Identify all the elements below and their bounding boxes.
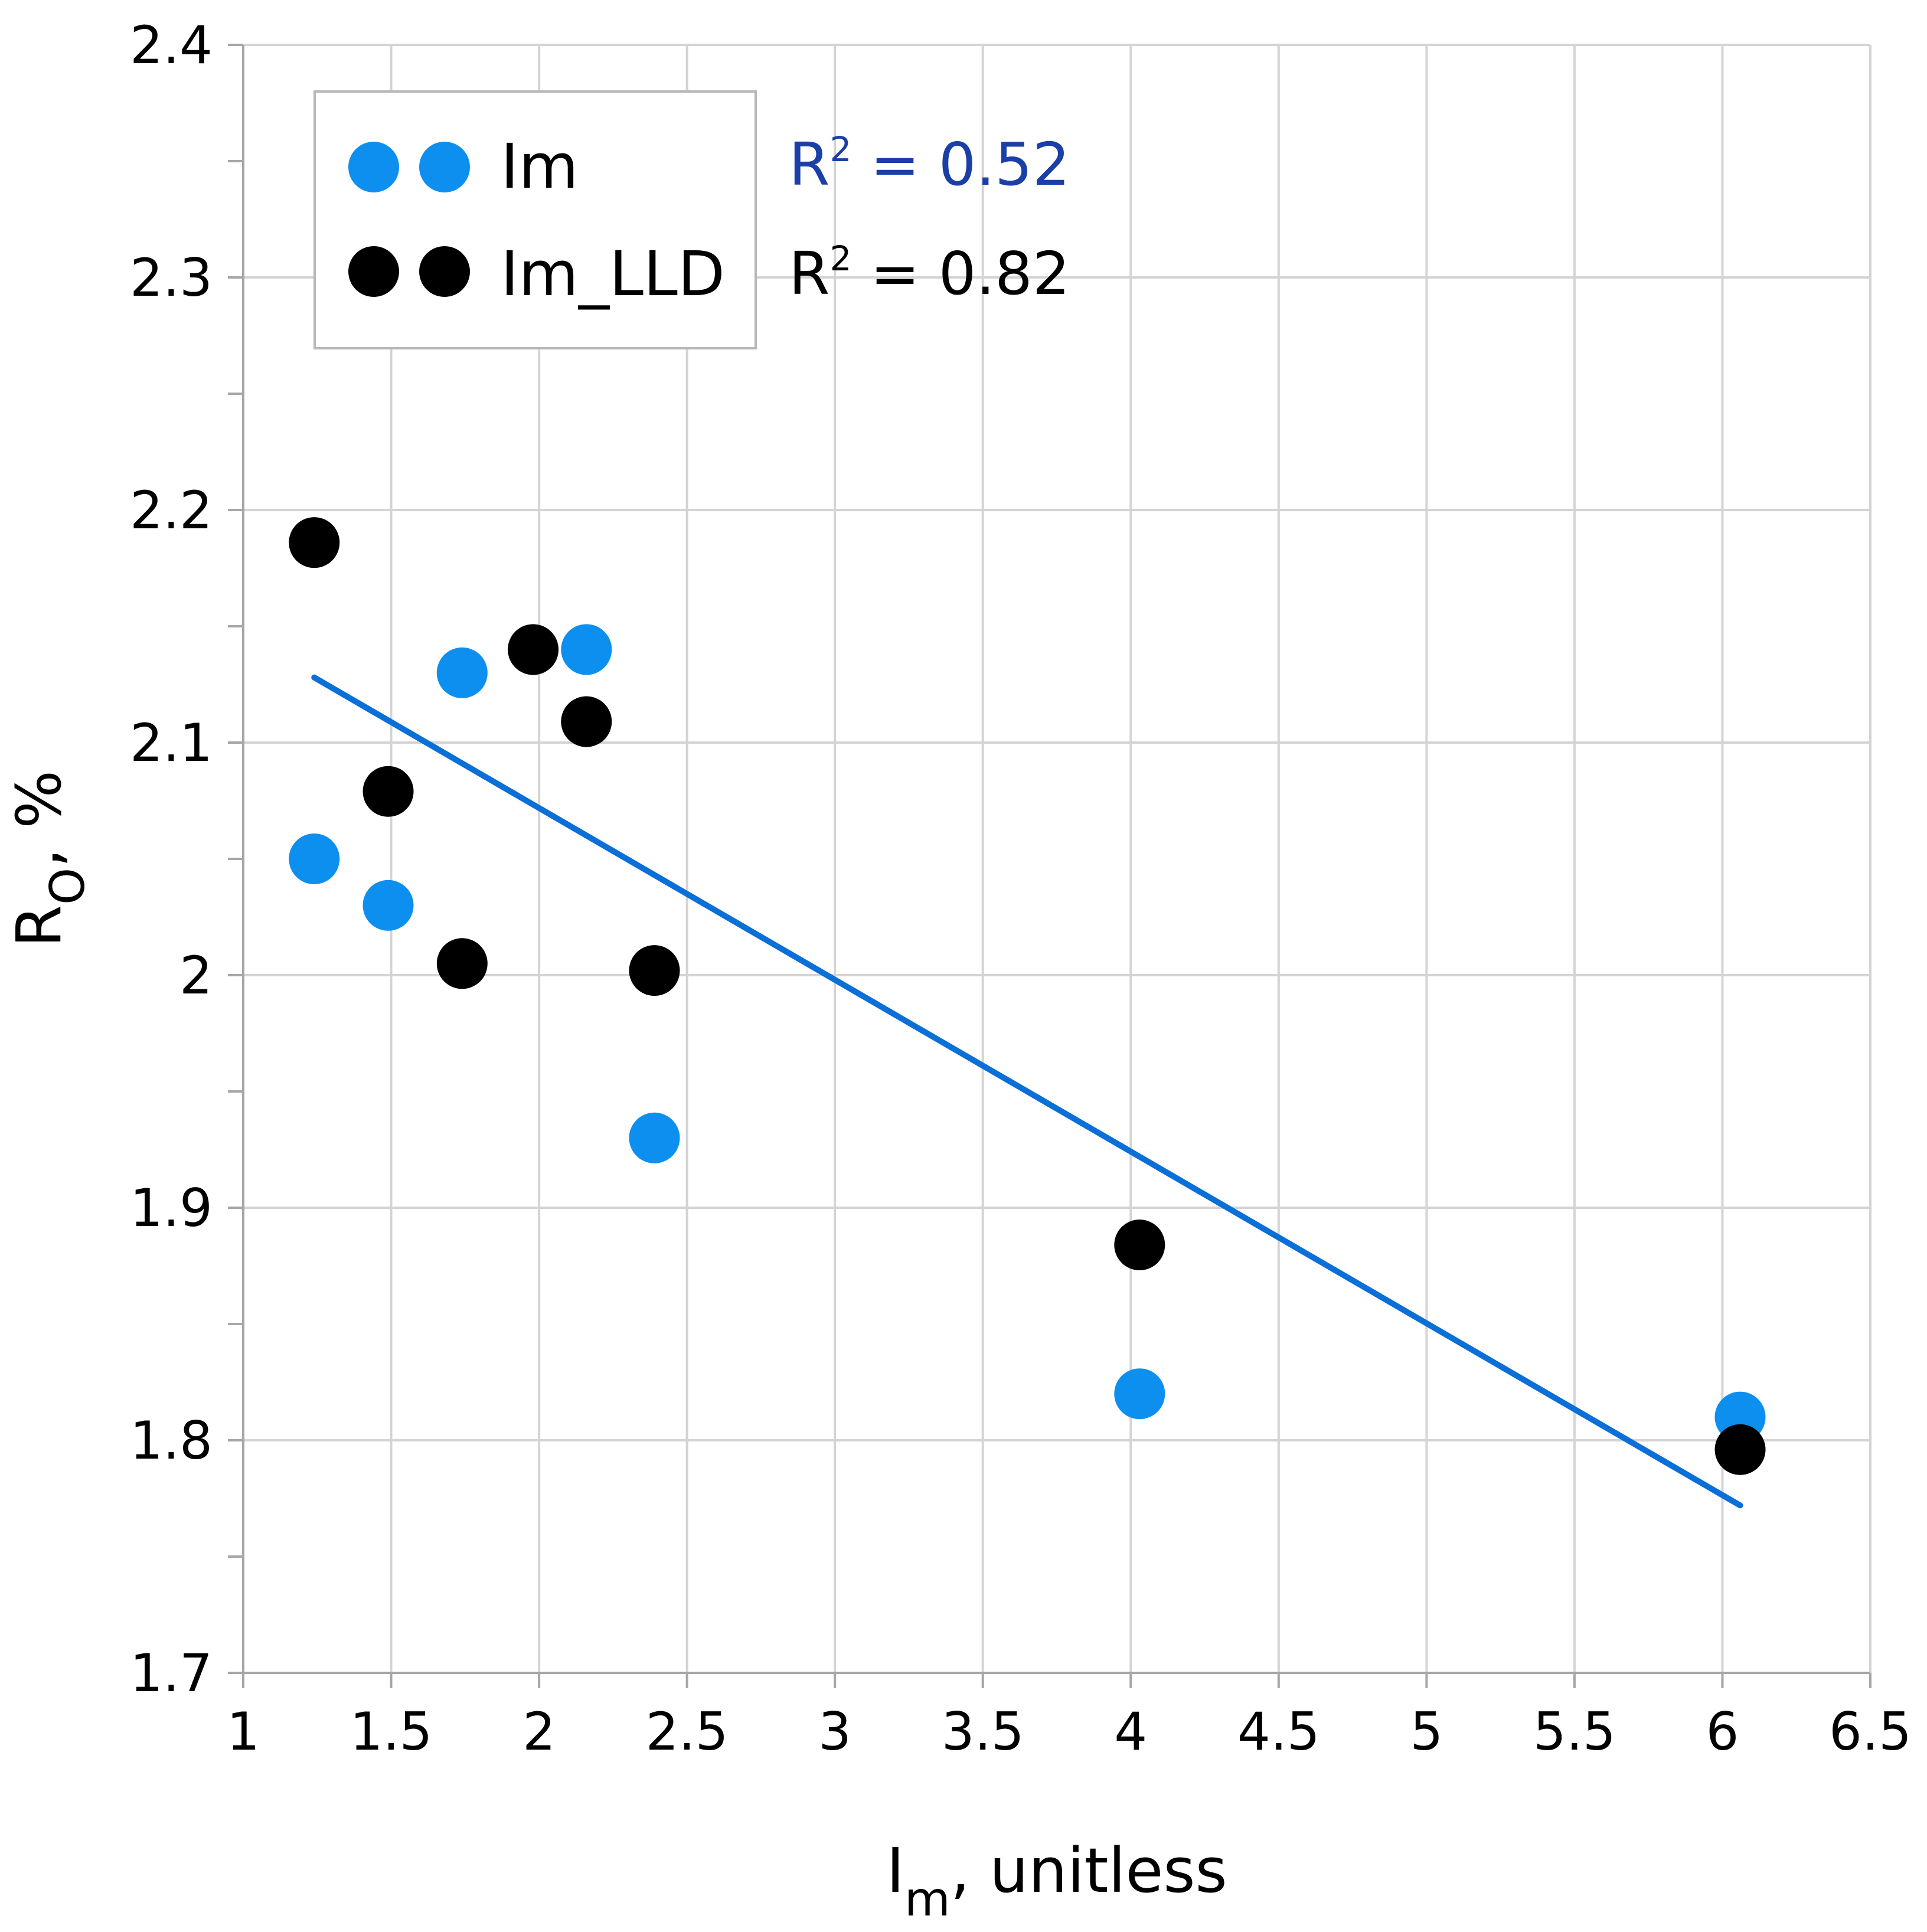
legend-marker-im-lld bbox=[419, 246, 470, 297]
x-tick-label: 3.5 bbox=[942, 1701, 1024, 1762]
r-squared-im-lld: R2 = 0.82 bbox=[789, 238, 1070, 308]
y-axis-title-main: R bbox=[3, 905, 75, 947]
x-tick-label: 4 bbox=[1114, 1701, 1147, 1762]
x-tick-label: 3 bbox=[818, 1701, 851, 1762]
data-point-im bbox=[1114, 1368, 1165, 1420]
x-axis-title-main: I bbox=[886, 1835, 904, 1907]
legend-marker-im bbox=[419, 142, 470, 192]
legend-marker-im-lld bbox=[348, 246, 399, 297]
tick-labels: 1 1.5 2 2.5 3 3.5 4 4.5 5 5.5 6 6.5 1.7 1.8 1.9 2 2.1 2.2… bbox=[130, 15, 1912, 1762]
legend-marker-im bbox=[348, 142, 399, 192]
data-point-im-lld bbox=[362, 766, 414, 817]
y-tick-label: 2 bbox=[179, 945, 213, 1006]
data-point-im bbox=[436, 647, 488, 698]
r-squared-lld-value: = 0.82 bbox=[851, 239, 1070, 308]
x-tick-label: 6 bbox=[1706, 1701, 1739, 1762]
y-tick-label: 2.4 bbox=[130, 15, 213, 76]
y-tick-label: 1.9 bbox=[130, 1178, 213, 1238]
r-squared-im-prefix: R bbox=[789, 130, 829, 199]
trendline bbox=[311, 674, 1743, 1509]
x-tick-label: 1.5 bbox=[350, 1701, 433, 1762]
data-points bbox=[289, 517, 1766, 1475]
x-tick-label: 2.5 bbox=[646, 1701, 729, 1762]
y-axis-title-suffix: , % bbox=[3, 770, 75, 868]
r-squared-lld-superscript: 2 bbox=[829, 238, 851, 279]
y-axis-title: RO, % bbox=[3, 770, 95, 947]
trendline-group bbox=[311, 674, 1743, 1509]
legend-label-im-lld: Im_LLD bbox=[501, 238, 725, 310]
y-tick-label: 2.2 bbox=[130, 480, 213, 541]
y-tick-label: 2.3 bbox=[130, 247, 213, 308]
x-axis-title-subscript: m bbox=[904, 1872, 951, 1927]
r-squared-im-value: = 0.52 bbox=[851, 130, 1070, 199]
data-point-im bbox=[362, 880, 414, 931]
data-point-im-lld bbox=[1714, 1424, 1766, 1475]
y-tick-label: 1.8 bbox=[130, 1410, 213, 1471]
x-tick-label: 1 bbox=[227, 1701, 260, 1762]
data-point-im-lld bbox=[1114, 1220, 1165, 1271]
r-squared-lld-prefix: R bbox=[789, 239, 829, 308]
legend-box bbox=[313, 90, 757, 349]
data-point-im-lld bbox=[436, 938, 488, 989]
legend-label-im: Im bbox=[501, 130, 579, 202]
y-axis-title-subscript: O bbox=[40, 868, 95, 905]
data-point-im bbox=[629, 1112, 680, 1163]
data-point-im bbox=[561, 624, 612, 675]
r-squared-im: R2 = 0.52 bbox=[789, 129, 1070, 199]
data-point-im-lld bbox=[289, 517, 340, 568]
x-tick-label: 5.5 bbox=[1533, 1701, 1616, 1762]
data-point-im-lld bbox=[561, 696, 612, 747]
data-point-im-lld bbox=[508, 624, 559, 675]
x-axis-title: Im, unitless bbox=[886, 1835, 1227, 1927]
legend: Im Im_LLD bbox=[313, 90, 757, 349]
x-axis-title-suffix: , unitless bbox=[951, 1835, 1227, 1907]
x-tick-label: 5 bbox=[1410, 1701, 1443, 1762]
data-point-im bbox=[289, 833, 340, 884]
y-tick-label: 2.1 bbox=[130, 712, 213, 773]
y-tick-label: 1.7 bbox=[130, 1643, 213, 1704]
data-point-im-lld bbox=[629, 945, 680, 996]
r-squared-im-superscript: 2 bbox=[829, 129, 851, 169]
axes bbox=[228, 44, 1872, 1688]
x-tick-label: 6.5 bbox=[1829, 1701, 1912, 1762]
x-tick-label: 2 bbox=[522, 1701, 556, 1762]
x-tick-label: 4.5 bbox=[1237, 1701, 1320, 1762]
